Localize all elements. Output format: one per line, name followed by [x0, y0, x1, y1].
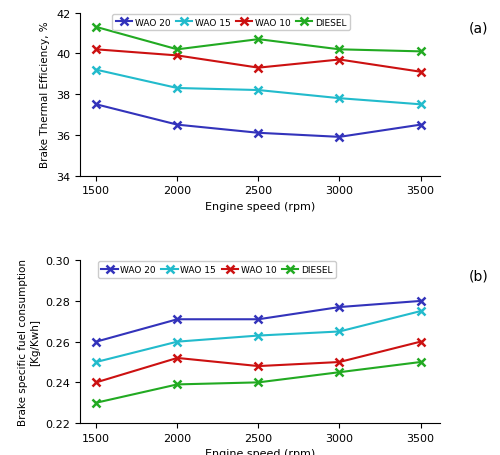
- WAO 20: [336, 135, 342, 140]
- WAO 15: [418, 308, 424, 314]
- Line: WAO 20: WAO 20: [92, 101, 424, 142]
- WAO 20: [336, 305, 342, 310]
- WAO 10: [256, 364, 262, 369]
- X-axis label: Engine speed (rpm): Engine speed (rpm): [205, 448, 315, 455]
- WAO 15: [93, 359, 99, 365]
- WAO 15: [174, 86, 180, 91]
- DIESEL: [93, 25, 99, 30]
- Line: WAO 15: WAO 15: [92, 307, 424, 366]
- Line: WAO 10: WAO 10: [92, 46, 424, 77]
- WAO 15: [418, 102, 424, 108]
- Line: WAO 10: WAO 10: [92, 338, 424, 387]
- WAO 20: [418, 298, 424, 304]
- WAO 10: [418, 339, 424, 344]
- Y-axis label: Brake Thermal Efficiency, %: Brake Thermal Efficiency, %: [40, 22, 50, 168]
- DIESEL: [336, 369, 342, 375]
- DIESEL: [174, 47, 180, 53]
- Line: DIESEL: DIESEL: [92, 358, 424, 407]
- WAO 15: [93, 68, 99, 73]
- Line: WAO 15: WAO 15: [92, 66, 424, 109]
- WAO 20: [174, 123, 180, 128]
- WAO 15: [256, 88, 262, 94]
- WAO 10: [174, 355, 180, 361]
- WAO 10: [256, 66, 262, 71]
- WAO 10: [418, 70, 424, 75]
- WAO 10: [336, 359, 342, 365]
- WAO 20: [93, 339, 99, 344]
- Text: (a): (a): [469, 22, 488, 36]
- DIESEL: [174, 382, 180, 387]
- Text: (b): (b): [469, 269, 488, 283]
- WAO 15: [256, 333, 262, 339]
- WAO 15: [336, 96, 342, 102]
- Legend: WAO 20, WAO 15, WAO 10, DIESEL: WAO 20, WAO 15, WAO 10, DIESEL: [112, 15, 350, 31]
- WAO 10: [336, 58, 342, 63]
- WAO 10: [174, 54, 180, 59]
- WAO 10: [93, 47, 99, 53]
- Legend: WAO 20, WAO 15, WAO 10, DIESEL: WAO 20, WAO 15, WAO 10, DIESEL: [98, 262, 336, 278]
- WAO 20: [174, 317, 180, 322]
- WAO 20: [256, 317, 262, 322]
- Line: WAO 20: WAO 20: [92, 297, 424, 346]
- WAO 20: [93, 102, 99, 108]
- WAO 15: [174, 339, 180, 344]
- DIESEL: [93, 400, 99, 405]
- WAO 10: [93, 380, 99, 385]
- Y-axis label: Brake specific fuel consumption
[Kg/Kwh]: Brake specific fuel consumption [Kg/Kwh]: [18, 258, 40, 425]
- DIESEL: [418, 50, 424, 55]
- WAO 20: [256, 131, 262, 136]
- DIESEL: [256, 380, 262, 385]
- X-axis label: Engine speed (rpm): Engine speed (rpm): [205, 202, 315, 212]
- WAO 20: [418, 123, 424, 128]
- DIESEL: [256, 37, 262, 43]
- DIESEL: [418, 359, 424, 365]
- WAO 15: [336, 329, 342, 334]
- DIESEL: [336, 47, 342, 53]
- Line: DIESEL: DIESEL: [92, 24, 424, 56]
